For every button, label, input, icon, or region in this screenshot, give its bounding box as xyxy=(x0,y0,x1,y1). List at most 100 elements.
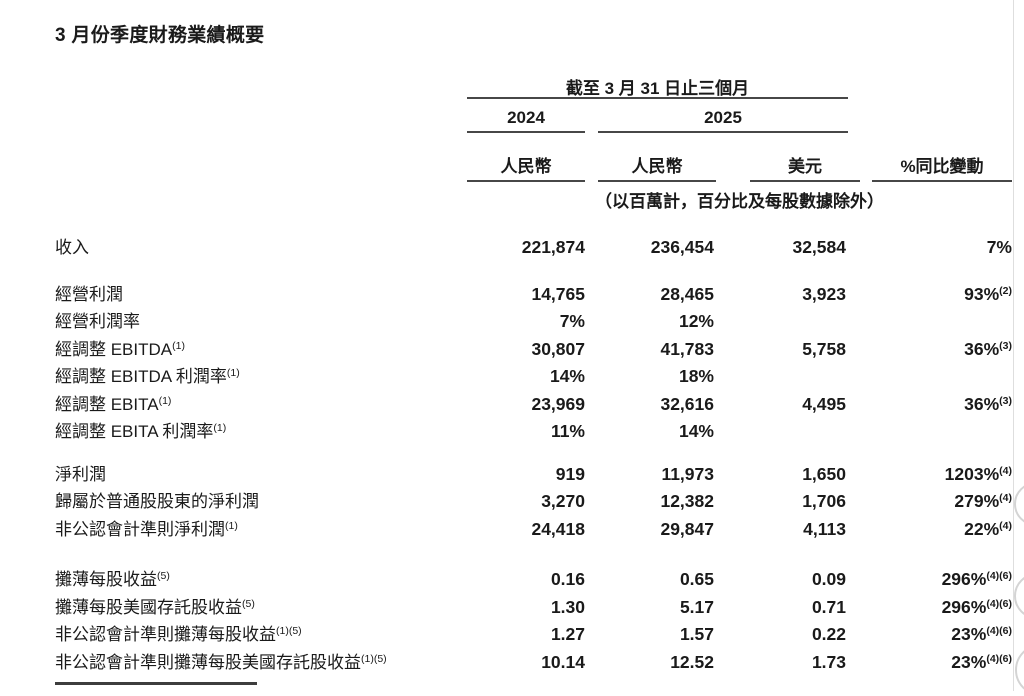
col-header-yoy-change: %同比變動 xyxy=(872,155,1012,182)
value-2025-usd xyxy=(714,308,846,336)
value-2025-usd xyxy=(714,418,846,446)
table-row: 非公認會計準則淨利潤(1) 24,418 29,847 4,113 22%(4) xyxy=(0,516,1012,544)
footnote-ref: (1) xyxy=(226,367,240,379)
value-2025-usd: 1,706 xyxy=(802,491,846,511)
footnote-ref: (1)(5) xyxy=(276,625,302,637)
value-2024-rmb: 14,765 xyxy=(531,283,585,304)
value-2025-usd: 0.71 xyxy=(811,596,846,617)
footnote-divider xyxy=(55,682,257,685)
value-yoy-change: 1203%(4) xyxy=(944,463,1012,484)
table-row: 經調整 EBITDA(1) 30,807 41,783 5,758 36%(3) xyxy=(0,336,1012,364)
row-label: 經調整 EBITDA 利潤率(1) xyxy=(55,367,240,386)
value-2025-rmb: 1.57 xyxy=(679,624,714,644)
page-edge-circle xyxy=(1014,482,1024,526)
footnote-ref: (4) xyxy=(999,492,1012,504)
row-label: 攤薄每股美國存託股收益(5) xyxy=(55,597,255,617)
table-body: 收入 221,874 236,454 32,584 7% 經營利潤 14,765… xyxy=(0,234,1012,676)
value-2025-rmb: 12% xyxy=(678,311,714,331)
footnote-ref: (3) xyxy=(999,339,1012,352)
value-2025-usd: 32,584 xyxy=(792,237,846,257)
value-2024-rmb: 221,874 xyxy=(521,237,585,257)
table-row: 經調整 EBITDA 利潤率(1) 14% 18% xyxy=(0,363,1012,391)
table-row: 淨利潤 919 11,973 1,650 1203%(4) xyxy=(0,461,1012,489)
value-2025-rmb: 0.65 xyxy=(679,569,714,589)
table-section: 收入 221,874 236,454 32,584 7% xyxy=(0,234,1012,262)
row-label: 收入 xyxy=(55,238,89,257)
table-row: 攤薄每股美國存託股收益(5) 1.30 5.17 0.71 296%(4)(6) xyxy=(0,594,1012,622)
value-yoy-change: 36%(3) xyxy=(964,338,1012,359)
unit-note: （以百萬計，百分比及每股數據除外） xyxy=(595,192,884,211)
value-2024-rmb: 3,270 xyxy=(541,491,585,511)
value-2025-rmb: 29,847 xyxy=(660,518,714,539)
value-2025-usd: 4,495 xyxy=(802,393,846,414)
value-2024-rmb: 1.30 xyxy=(550,596,585,617)
footnote-ref: (4) xyxy=(999,519,1012,532)
table-row: 非公認會計準則攤薄每股美國存託股收益(1)(5) 10.14 12.52 1.7… xyxy=(0,649,1012,677)
value-yoy-change: 279%(4) xyxy=(954,491,1012,511)
footnote-ref: (4)(6) xyxy=(986,652,1012,665)
row-label: 淨利潤 xyxy=(55,464,106,484)
value-yoy-change xyxy=(846,418,1012,446)
row-label: 經調整 EBITA(1) xyxy=(55,394,172,414)
page-edge-line xyxy=(1013,0,1014,691)
value-2025-usd: 4,113 xyxy=(803,518,846,539)
value-2024-rmb: 0.16 xyxy=(550,569,585,589)
value-2025-usd xyxy=(714,363,846,391)
value-2025-rmb: 5.17 xyxy=(679,596,714,617)
footnote-ref: (1) xyxy=(213,422,227,434)
page-edge-circle xyxy=(1014,573,1024,619)
value-2025-usd: 3,923 xyxy=(802,283,846,304)
value-2025-rmb: 11,973 xyxy=(661,463,714,484)
value-yoy-change: 23%(4)(6) xyxy=(951,651,1012,672)
footnote-ref: (1) xyxy=(158,394,172,407)
row-label: 經營利潤率 xyxy=(55,312,140,331)
table-row: 歸屬於普通股股東的淨利潤 3,270 12,382 1,706 279%(4) xyxy=(0,488,1012,516)
value-2024-rmb: 10.14 xyxy=(541,651,585,672)
footnote-ref: (5) xyxy=(242,597,255,610)
row-label: 攤薄每股收益(5) xyxy=(55,570,170,589)
footnote-ref: (5) xyxy=(157,570,170,582)
row-label: 非公認會計準則淨利潤(1) xyxy=(55,519,238,539)
value-2025-rmb: 32,616 xyxy=(660,393,714,414)
value-2025-usd: 5,758 xyxy=(802,338,846,359)
value-2025-usd: 0.09 xyxy=(811,569,846,589)
footnote-ref: (4) xyxy=(999,464,1012,477)
value-2024-rmb: 30,807 xyxy=(531,338,585,359)
value-2025-usd: 1.73 xyxy=(811,651,846,672)
table-row: 經調整 EBITA(1) 23,969 32,616 4,495 36%(3) xyxy=(0,391,1012,419)
value-2024-rmb: 1.27 xyxy=(550,624,585,644)
value-yoy-change xyxy=(846,363,1012,391)
value-2024-rmb: 24,418 xyxy=(531,518,585,539)
period-header: 截至 3 月 31 日止三個月 xyxy=(467,74,848,99)
row-label: 經調整 EBITDA(1) xyxy=(55,339,185,359)
row-label: 非公認會計準則攤薄每股收益(1)(5) xyxy=(55,625,302,644)
table-row: 非公認會計準則攤薄每股收益(1)(5) 1.27 1.57 0.22 23%(4… xyxy=(0,621,1012,649)
value-2024-rmb: 11% xyxy=(550,421,585,441)
footnote-ref: (1) xyxy=(172,339,185,352)
footnote-ref: (4)(6) xyxy=(986,597,1012,610)
value-yoy-change: 7% xyxy=(986,237,1012,257)
value-2025-rmb: 28,465 xyxy=(660,283,714,304)
row-label: 經調整 EBITA 利潤率(1) xyxy=(55,422,227,441)
value-2024-rmb: 14% xyxy=(549,366,585,386)
value-yoy-change: 22%(4) xyxy=(964,518,1012,539)
value-2025-rmb: 12,382 xyxy=(660,491,714,511)
value-2025-rmb: 12.52 xyxy=(670,651,714,672)
year-2024-header: 2024 xyxy=(467,105,585,133)
footnote-ref: (1)(5) xyxy=(361,652,387,665)
value-2024-rmb: 7% xyxy=(559,311,585,331)
value-2025-rmb: 18% xyxy=(678,366,714,386)
table-section: 攤薄每股收益(5) 0.16 0.65 0.09 296%(4)(6) 攤薄每股… xyxy=(0,566,1012,676)
table-section: 淨利潤 919 11,973 1,650 1203%(4) 歸屬於普通股股東的淨… xyxy=(0,461,1012,544)
page-edge-circle xyxy=(1015,644,1024,696)
col-header-rmb-2024: 人民幣 xyxy=(467,155,585,182)
value-yoy-change: 36%(3) xyxy=(964,393,1012,414)
footnote-ref: (2) xyxy=(999,284,1012,297)
col-header-usd-2025: 美元 xyxy=(750,155,860,182)
table-row: 經營利潤率 7% 12% xyxy=(0,308,1012,336)
value-2025-usd: 1,650 xyxy=(802,463,846,484)
row-label: 經營利潤 xyxy=(55,284,123,304)
value-2025-rmb: 236,454 xyxy=(650,237,714,257)
value-yoy-change xyxy=(846,308,1012,336)
value-yoy-change: 296%(4)(6) xyxy=(941,596,1012,617)
